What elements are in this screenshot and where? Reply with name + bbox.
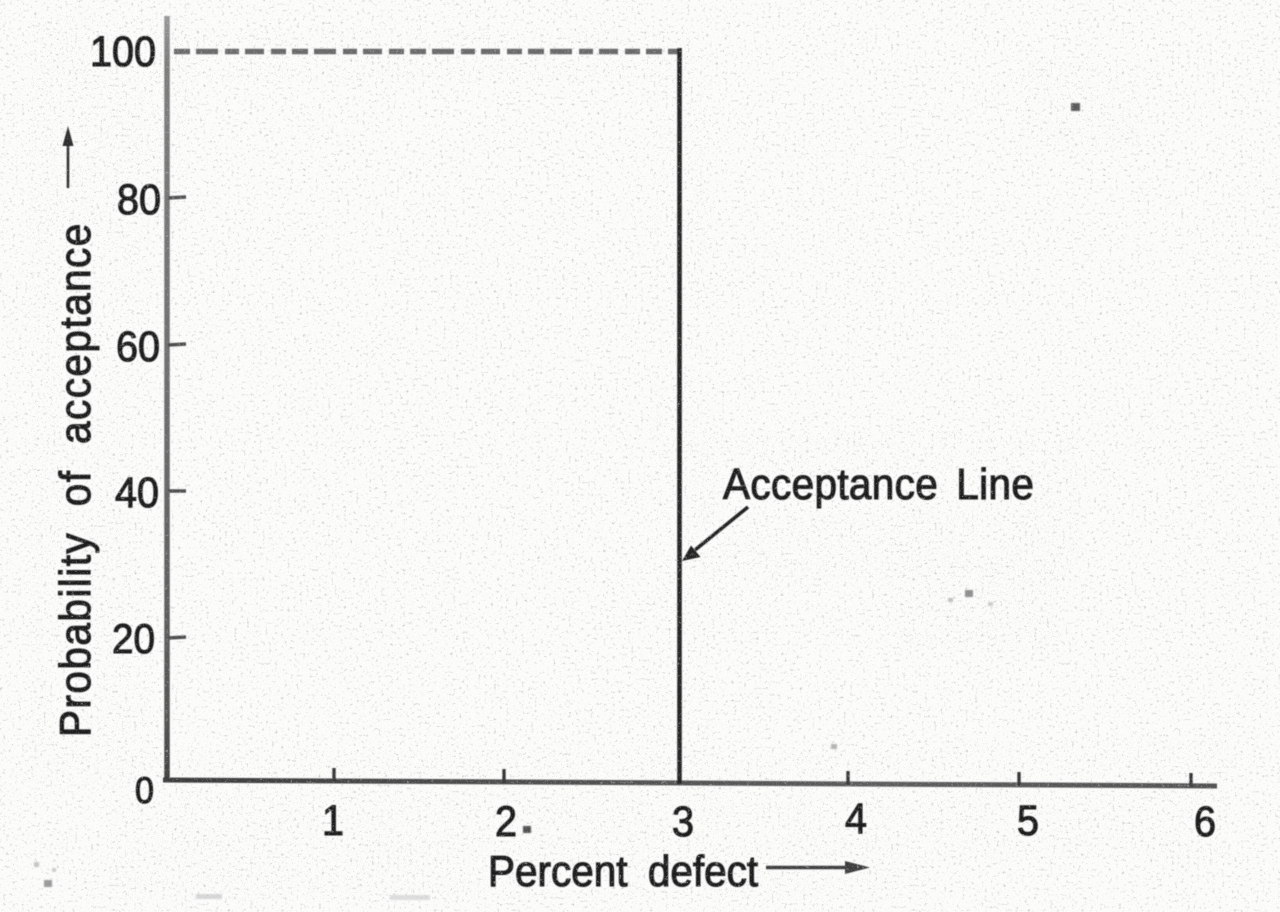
chart-canvas: 100 80 60 40 20 0 1 2 3 4 5 6 Percent de… [0,0,1280,912]
grain-overlay-coarse [0,0,1280,912]
oc-curve-scanned-chart: 100 80 60 40 20 0 1 2 3 4 5 6 Percent de… [0,0,1280,912]
